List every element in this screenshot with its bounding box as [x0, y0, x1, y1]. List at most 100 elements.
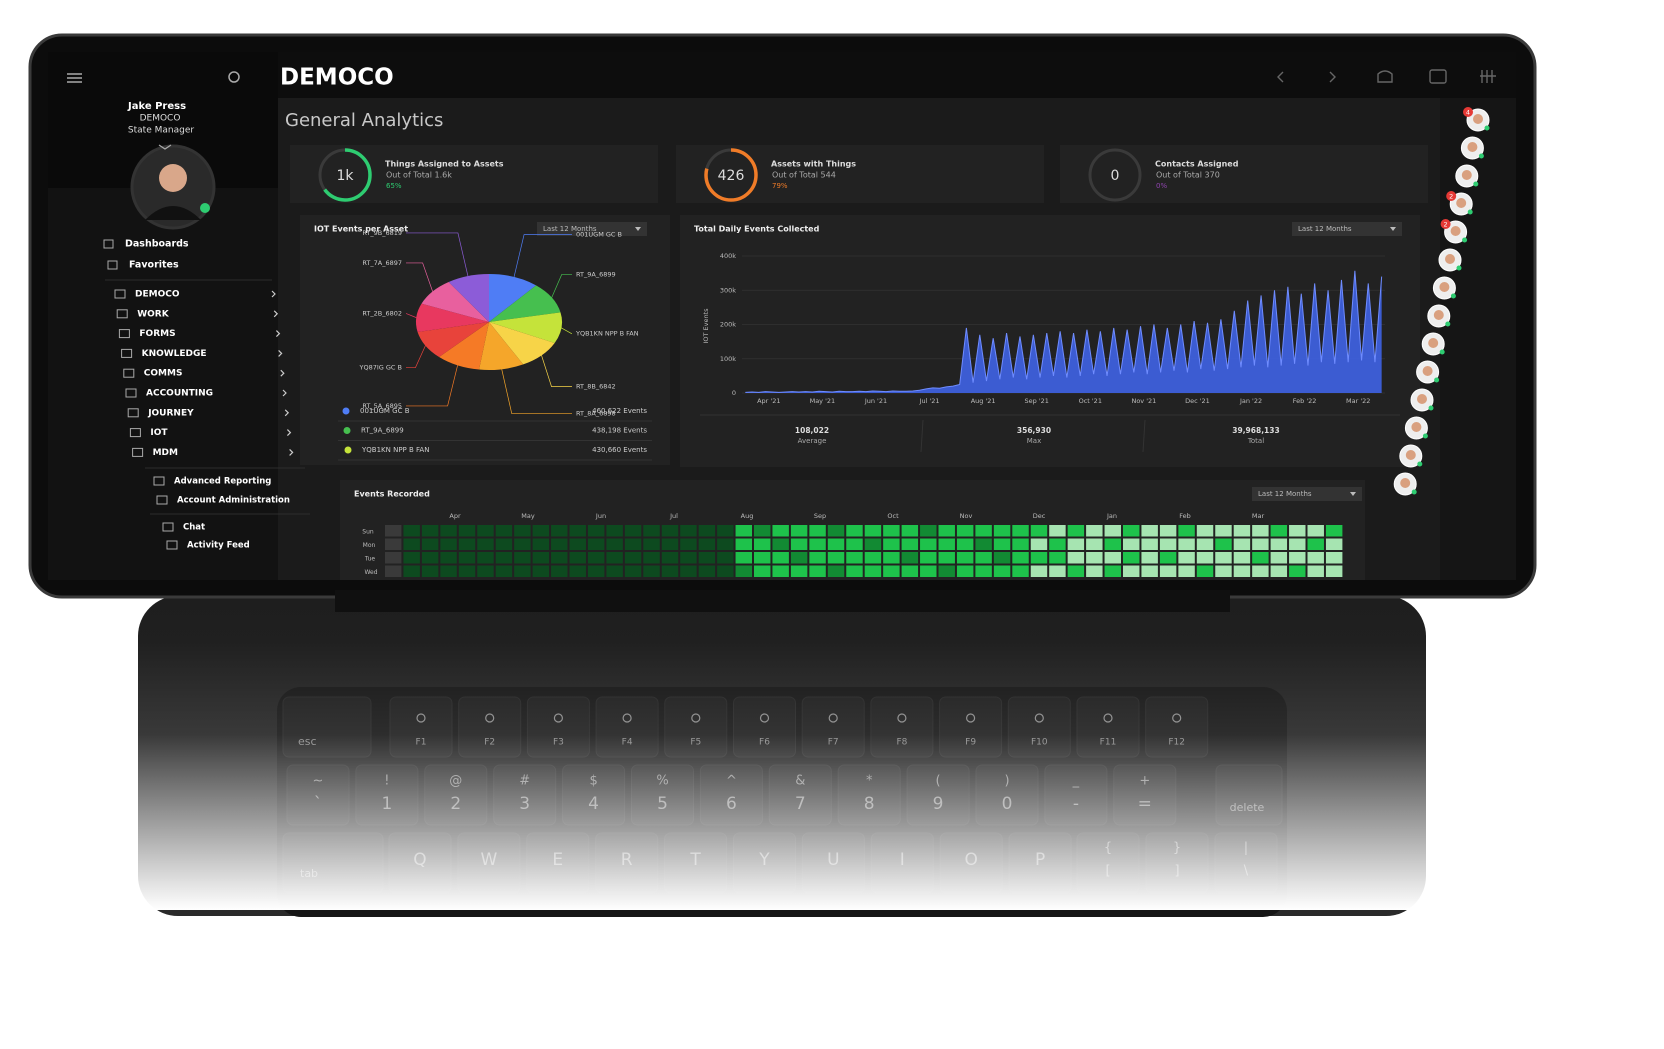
admin-link[interactable]: Account Administration — [177, 496, 290, 506]
menu-item[interactable]: COMMS — [144, 369, 183, 379]
menu-icon[interactable] — [123, 368, 135, 378]
page-title: General Analytics — [285, 110, 443, 131]
social-link[interactable]: Activity Feed — [187, 541, 250, 551]
heatmap-cell — [440, 552, 457, 564]
leader-line — [406, 365, 458, 407]
menu-chevron[interactable] — [282, 389, 287, 397]
badge — [1440, 219, 1451, 229]
menu-icon[interactable] — [132, 447, 144, 457]
heatmap-cell — [735, 552, 752, 564]
menu-icon[interactable] — [121, 348, 133, 358]
heatmap-cell — [1196, 525, 1214, 537]
menu-icon[interactable] — [116, 309, 128, 319]
nav-item[interactable]: Favorites — [129, 260, 179, 271]
pie-slice — [416, 303, 489, 332]
heatmap-cell — [1141, 538, 1158, 550]
menu-icon[interactable] — [67, 73, 82, 83]
social-link[interactable]: Chat — [183, 523, 205, 533]
heatmap-cell — [403, 538, 420, 550]
heatmap-cell — [1067, 538, 1085, 550]
heatmap-cell — [827, 525, 845, 537]
heatmap-cell — [827, 538, 845, 550]
heatmap-cell — [1196, 538, 1214, 550]
menu-chevron[interactable] — [273, 310, 279, 318]
menu-item[interactable]: WORK — [137, 309, 170, 319]
period-label[interactable]: Last 12 Months — [1298, 225, 1352, 233]
menu-icon[interactable] — [127, 408, 139, 418]
link-icon[interactable] — [162, 522, 174, 532]
period-label[interactable]: Last 12 Months — [543, 225, 597, 233]
heatmap-cell — [883, 525, 900, 537]
menu-chevron[interactable] — [271, 290, 276, 298]
heatmap-cell — [883, 565, 900, 577]
link-icon[interactable] — [156, 495, 168, 505]
top-icons[interactable] — [1277, 69, 1496, 84]
heatmap-cell — [532, 525, 550, 537]
heatmap-cell — [864, 538, 882, 550]
menu-chevron[interactable] — [275, 330, 281, 338]
menu-chevron[interactable] — [286, 429, 292, 437]
status-dot — [1478, 153, 1484, 159]
menu-icon[interactable] — [125, 388, 137, 398]
pie-label: RT_8A_6898 — [576, 410, 616, 418]
menu-chevron[interactable] — [284, 409, 290, 417]
heatmap-cell — [809, 538, 826, 550]
heatmap-cell — [680, 552, 697, 564]
nav-icon[interactable] — [103, 239, 114, 249]
admin-link[interactable]: Advanced Reporting — [174, 477, 271, 487]
menu-item[interactable]: KNOWLEDGE — [142, 349, 207, 359]
period-dropdown[interactable] — [537, 222, 647, 236]
heatmap-cell — [1123, 525, 1140, 537]
heatmap-cell — [1289, 552, 1306, 564]
x-tick-label: Jul '21 — [919, 397, 940, 405]
badge-count: 4 — [1466, 109, 1470, 117]
period-label[interactable]: Last 12 Months — [1258, 490, 1312, 498]
menu-icon[interactable] — [114, 289, 126, 299]
nav-item[interactable]: Dashboards — [125, 239, 189, 250]
heatmap-cell — [421, 525, 439, 537]
stats-separator — [920, 419, 924, 453]
nav-icon[interactable] — [107, 260, 118, 270]
heatmap-cell — [1012, 552, 1029, 564]
pie-label: YQB1KN NPP B FAN — [575, 330, 639, 338]
month-label: May — [521, 512, 535, 520]
heatmap-cell — [827, 552, 845, 564]
menu-icon[interactable] — [129, 428, 141, 438]
x-tick-label: Jun '21 — [864, 397, 887, 405]
contact-face — [1473, 114, 1483, 124]
period-dropdown[interactable] — [1292, 222, 1402, 236]
pie-slice — [489, 322, 555, 365]
settings-icon[interactable] — [228, 71, 240, 83]
heatmap-cell — [735, 525, 752, 537]
status-dot — [1422, 433, 1428, 439]
kpi-value: 426 — [718, 168, 745, 184]
period-dropdown[interactable] — [1252, 487, 1362, 501]
menu-icon[interactable] — [118, 329, 130, 339]
menu-item[interactable]: FORMS — [139, 329, 175, 339]
link-icon[interactable] — [166, 540, 178, 550]
menu-chevron[interactable] — [278, 349, 283, 357]
menu-chevron[interactable] — [280, 369, 285, 377]
stat-label: Total — [1247, 437, 1264, 445]
heatmap-cell — [440, 565, 457, 577]
menu-item[interactable]: IOT — [150, 428, 168, 438]
menu-item[interactable]: MDM — [153, 448, 178, 458]
chevron[interactable] — [158, 144, 172, 150]
panels: Dashboards Favorites DEMOCO WORK FORMS KNOWLE… — [103, 107, 1490, 580]
heatmap-cell — [698, 552, 716, 564]
menu-item[interactable]: JOURNEY — [147, 408, 194, 418]
pie-slice — [439, 322, 489, 370]
pie-slice — [448, 274, 489, 322]
right-sidebar — [1440, 98, 1516, 580]
menu-item[interactable]: DEMOCO — [135, 290, 180, 300]
menu-item[interactable]: ACCOUNTING — [146, 389, 213, 399]
menu-chevron[interactable] — [289, 448, 294, 456]
leader-line — [541, 355, 572, 387]
link-icon[interactable] — [153, 476, 165, 486]
heatmap-cell — [993, 525, 1011, 537]
legend-value: 460,622 Events — [592, 407, 647, 415]
brand[interactable]: DEMOCO — [280, 65, 394, 91]
heatmap-cell — [495, 552, 513, 564]
